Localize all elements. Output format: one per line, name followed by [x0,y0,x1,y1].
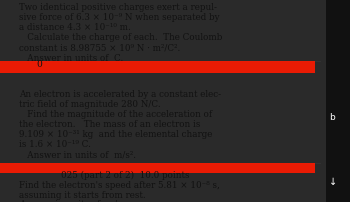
Text: 0: 0 [37,60,42,69]
Text: Answer in units of  m/s².: Answer in units of m/s². [19,150,136,160]
Text: Answer in units of  m/s.: Answer in units of m/s. [19,200,125,202]
Text: Answer in units of  C.: Answer in units of C. [19,54,124,63]
Text: constant is 8.98755 × 10⁹ N · m²/C².: constant is 8.98755 × 10⁹ N · m²/C². [19,43,181,53]
Text: Calculate the charge of each.  The Coulomb: Calculate the charge of each. The Coulom… [19,33,223,42]
Text: the electron.   The mass of an electron is: the electron. The mass of an electron is [19,120,201,129]
Text: Find the magnitude of the acceleration of: Find the magnitude of the acceleration o… [19,110,212,119]
Text: is 1.6 × 10⁻¹⁹ C.: is 1.6 × 10⁻¹⁹ C. [19,140,91,149]
Text: Find the electron's speed after 5.81 × 10⁻⁸ s,: Find the electron's speed after 5.81 × 1… [19,181,220,190]
Text: tric field of magnitude 280 N/C.: tric field of magnitude 280 N/C. [19,100,161,109]
Text: Two identical positive charges exert a repul-: Two identical positive charges exert a r… [19,3,217,12]
Text: a distance 4.3 × 10⁻¹⁰ m.: a distance 4.3 × 10⁻¹⁰ m. [19,23,131,32]
Text: sive force of 6.3 × 10⁻⁹ N when separated by: sive force of 6.3 × 10⁻⁹ N when separate… [19,13,220,22]
Text: assuming it starts from rest.: assuming it starts from rest. [19,191,146,200]
Text: An electron is accelerated by a constant elec-: An electron is accelerated by a constant… [19,90,221,99]
Text: 9.109 × 10⁻³¹ kg  and the elemental charge: 9.109 × 10⁻³¹ kg and the elemental charg… [19,130,213,139]
Text: b: b [330,113,335,122]
Bar [326,0,350,202]
Text: ↓: ↓ [329,177,337,187]
Bar [0,61,315,73]
Text: 025 (part 2 of 2)  10.0 points: 025 (part 2 of 2) 10.0 points [61,171,190,180]
Bar [0,163,315,173]
